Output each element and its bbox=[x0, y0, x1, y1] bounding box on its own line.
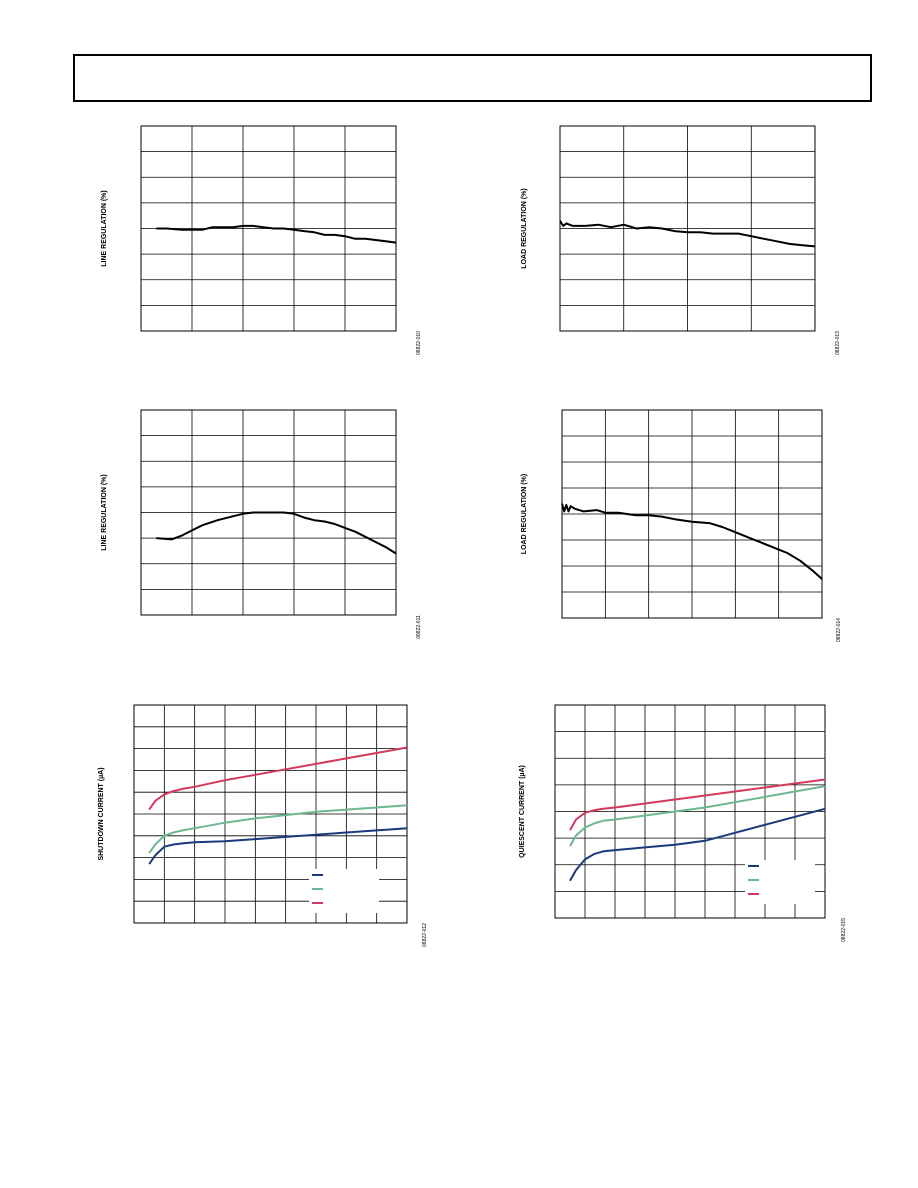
series-line-1 bbox=[148, 804, 408, 854]
series-line-2 bbox=[148, 746, 408, 811]
series-line-0 bbox=[559, 220, 816, 248]
legend bbox=[745, 860, 815, 904]
y-axis-label: LOAD REGULATION (%) bbox=[521, 188, 528, 268]
figure-id: 08822-011 bbox=[416, 615, 422, 639]
legend-box bbox=[745, 860, 815, 904]
y-axis-label: LOAD REGULATION (%) bbox=[521, 474, 528, 554]
legend bbox=[309, 869, 379, 913]
figure-id: 08822-014 bbox=[836, 618, 842, 642]
series-line-0 bbox=[569, 807, 826, 882]
chart-load-reg-top: LOAD REGULATION (%) 08822-013 bbox=[521, 125, 841, 355]
series-line-2 bbox=[569, 778, 826, 831]
chart-line-reg-top: LINE REGULATION (%) 08822-010 bbox=[101, 125, 422, 355]
y-axis-label: SHUTDOWN CURRENT (µA) bbox=[98, 767, 105, 860]
chart-load-reg-mid: LOAD REGULATION (%) 08822-014 bbox=[521, 409, 842, 642]
chart-quiescent-current: QUIESCENT CURRENT (µA) 08822-015 bbox=[519, 704, 847, 942]
chart-shutdown-current: SHUTDOWN CURRENT (µA) 08822-012 bbox=[98, 704, 428, 947]
series-line-0 bbox=[156, 224, 397, 244]
figure-id: 08822-010 bbox=[416, 331, 422, 355]
page-header-box bbox=[73, 54, 872, 102]
series-line-0 bbox=[148, 827, 408, 865]
y-axis-label: LINE REGULATION (%) bbox=[101, 474, 108, 550]
y-axis-label: QUIESCENT CURRENT (µA) bbox=[519, 765, 526, 858]
chart-line-reg-mid: LINE REGULATION (%) 08822-011 bbox=[101, 409, 422, 639]
y-axis-label: LINE REGULATION (%) bbox=[101, 190, 108, 266]
series-line-1 bbox=[569, 785, 826, 847]
series-line-0 bbox=[561, 503, 823, 580]
figure-id: 08822-015 bbox=[841, 918, 847, 942]
legend-box bbox=[309, 869, 379, 913]
series-line-0 bbox=[156, 511, 397, 555]
figure-id: 08822-012 bbox=[422, 923, 428, 947]
figure-id: 08822-013 bbox=[835, 331, 841, 355]
